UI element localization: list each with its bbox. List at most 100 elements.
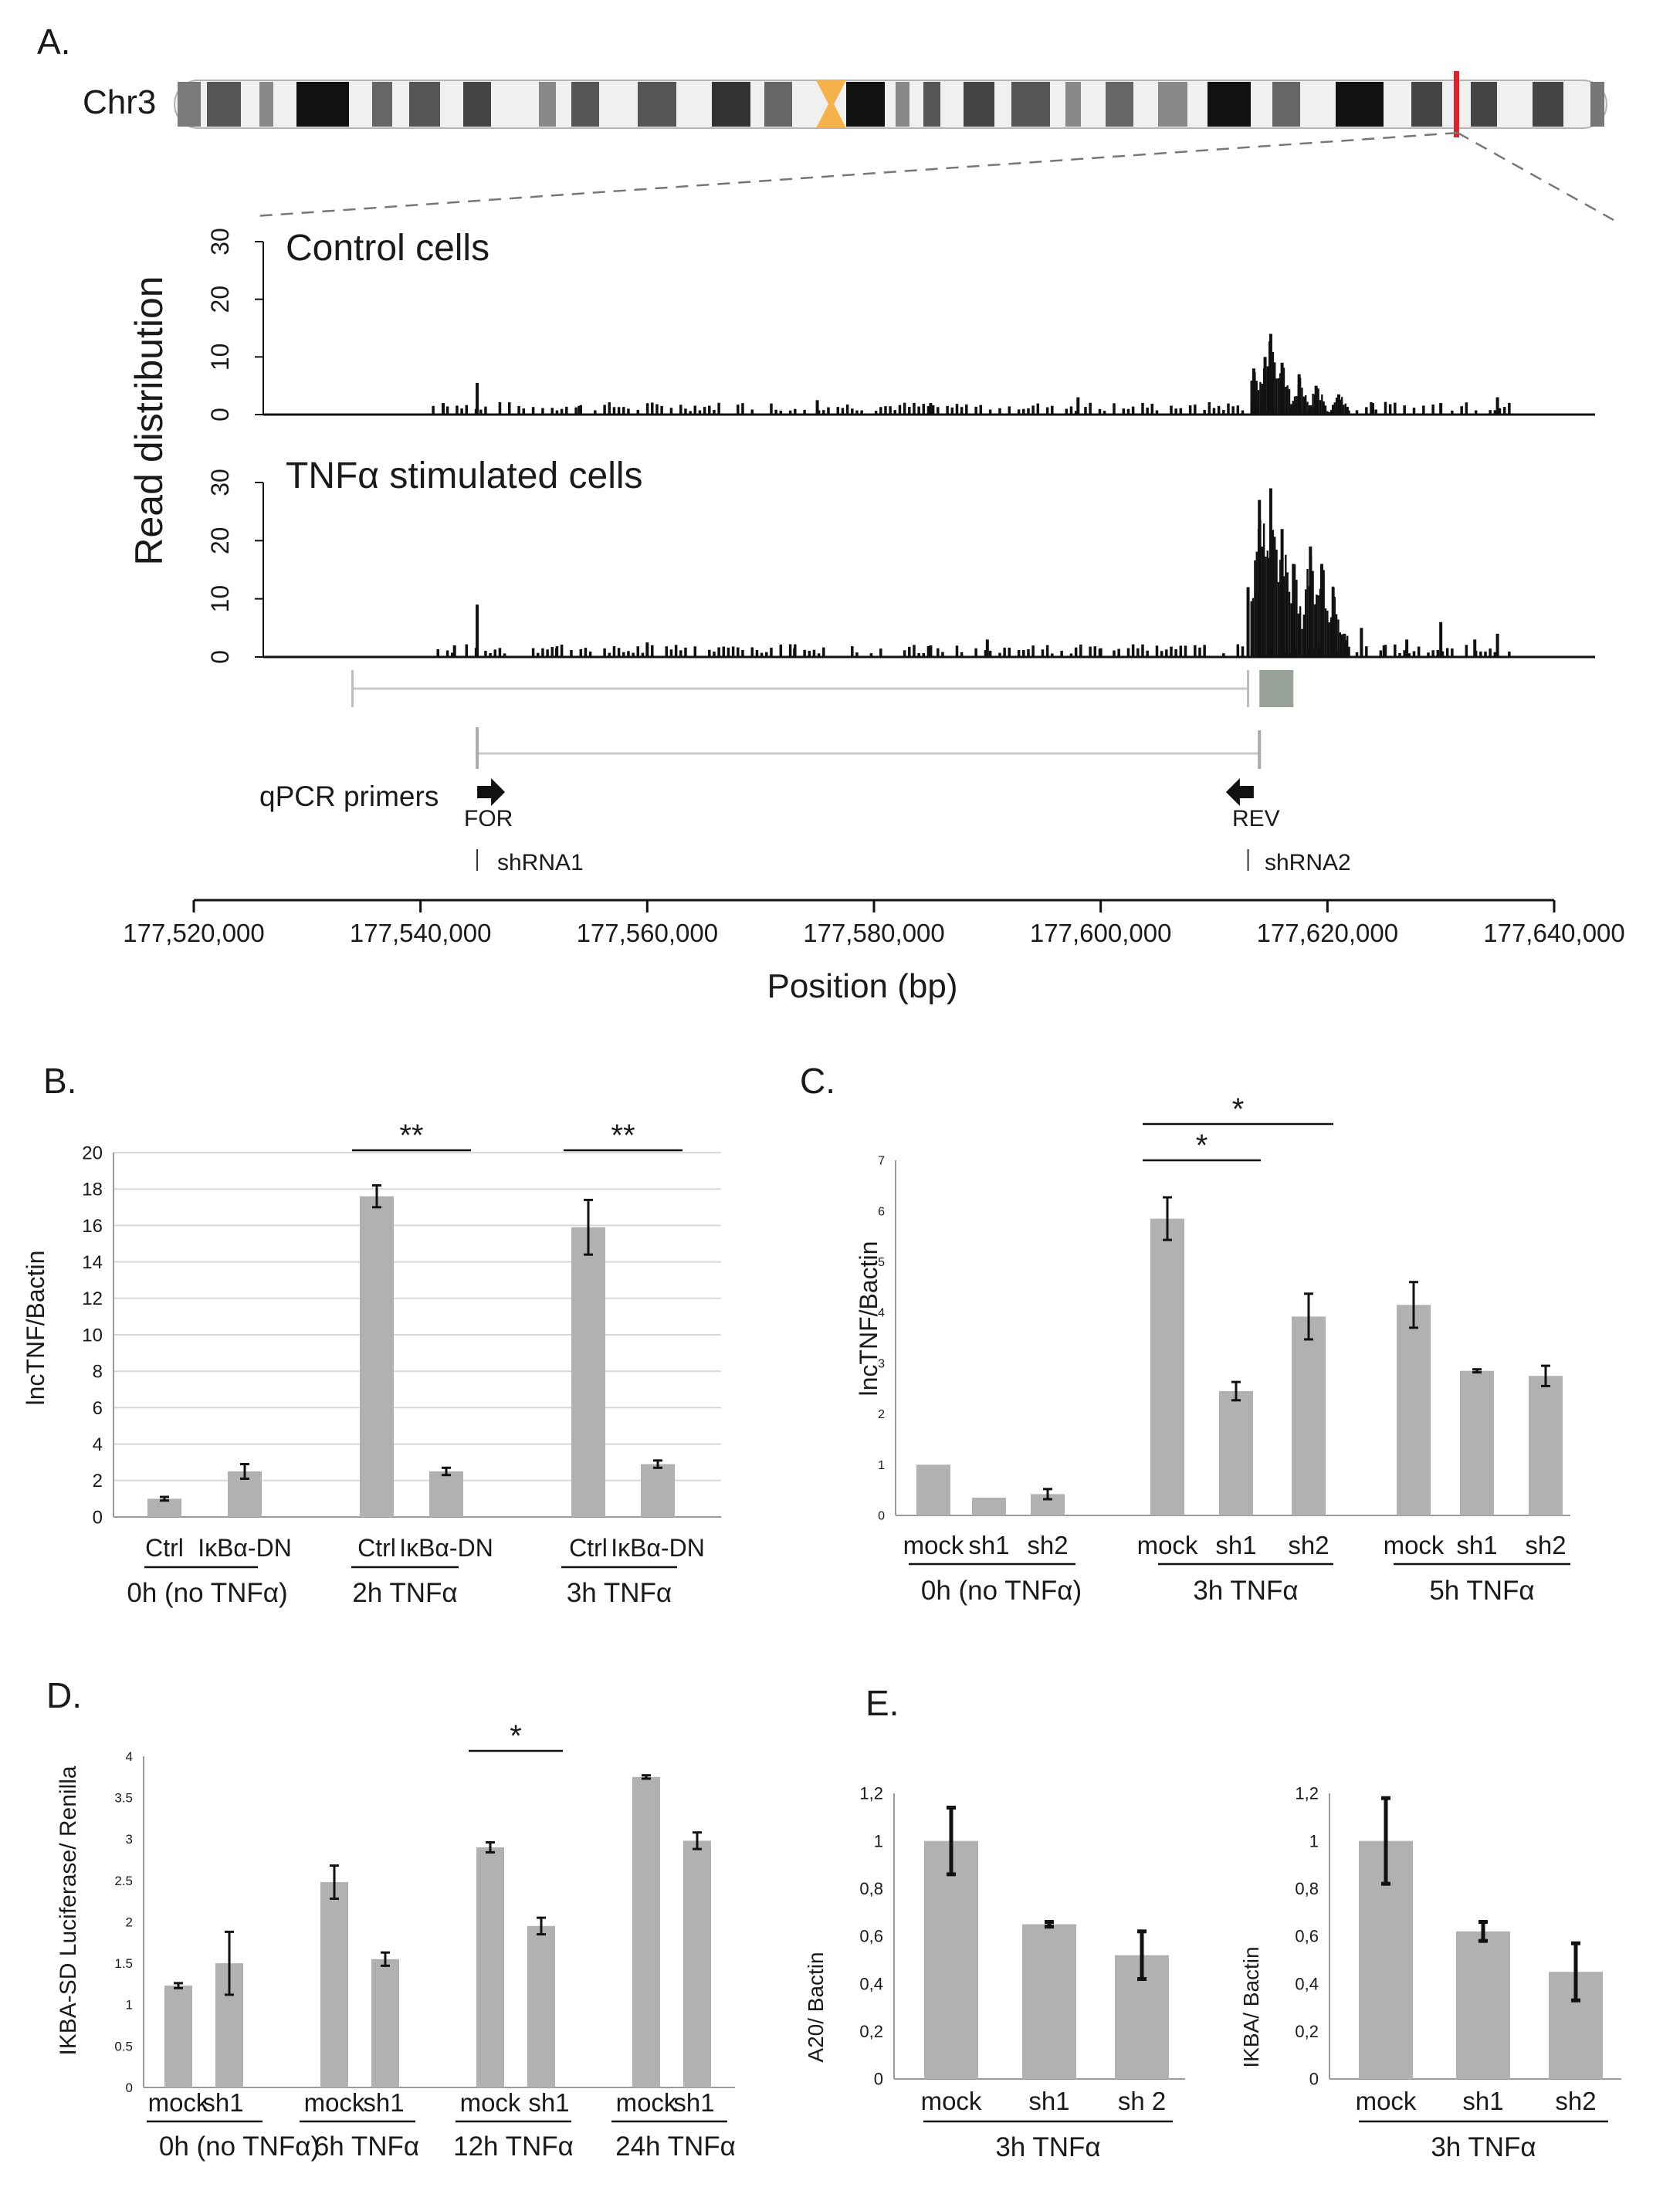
chromosome-band bbox=[463, 82, 491, 127]
read-bar bbox=[750, 409, 754, 415]
read-bar bbox=[1286, 572, 1289, 657]
read-bar bbox=[1293, 396, 1296, 415]
panel-c-y-axis-title: lncTNF/Bactin bbox=[855, 1241, 882, 1397]
read-bar bbox=[489, 652, 492, 657]
read-bar bbox=[484, 650, 487, 657]
read-bar bbox=[1285, 387, 1287, 415]
read-bar bbox=[689, 411, 692, 415]
read-bar bbox=[1250, 601, 1252, 657]
qpcr-primers-label: qPCR primers bbox=[259, 780, 439, 812]
significance-marker: ** bbox=[399, 1119, 423, 1153]
read-bar bbox=[737, 405, 740, 415]
read-bar bbox=[1252, 598, 1255, 657]
read-bar bbox=[1323, 570, 1325, 657]
bar-label: sh1 bbox=[1456, 1531, 1497, 1559]
y-tick-label: 4 bbox=[878, 1307, 885, 1320]
for-primer-label: FOR bbox=[464, 806, 513, 831]
shrna2-label: shRNA2 bbox=[1265, 850, 1351, 875]
read-bar bbox=[827, 407, 830, 415]
read-bar bbox=[669, 649, 673, 657]
read-bar bbox=[1479, 651, 1482, 657]
read-bar bbox=[1493, 652, 1497, 657]
position-tick-label: 177,640,000 bbox=[1483, 919, 1625, 947]
read-bar bbox=[1041, 649, 1045, 657]
rev-primer-label: REV bbox=[1232, 806, 1280, 831]
read-bar bbox=[1319, 588, 1322, 657]
bar bbox=[1456, 1931, 1510, 2079]
read-bar bbox=[1261, 546, 1263, 657]
exon-box bbox=[1259, 670, 1294, 707]
read-bar bbox=[1188, 405, 1192, 415]
track-y-tick-label: 20 bbox=[206, 286, 234, 313]
peak-bar bbox=[1268, 488, 1272, 657]
read-bar bbox=[960, 652, 964, 657]
read-bar bbox=[1170, 646, 1173, 657]
read-bar bbox=[584, 648, 588, 657]
read-bar bbox=[1427, 652, 1430, 657]
chromosome-band bbox=[896, 82, 909, 127]
read-bar bbox=[1445, 648, 1449, 657]
read-bar bbox=[822, 647, 825, 657]
read-bar bbox=[1365, 407, 1368, 415]
read-bar bbox=[1117, 648, 1120, 657]
read-distribution-axis-title: Read distribution bbox=[127, 276, 171, 565]
read-bar bbox=[1194, 405, 1197, 415]
rev-primer-arrow bbox=[1225, 778, 1254, 806]
y-tick-label: 6 bbox=[878, 1205, 885, 1218]
chromosome-band bbox=[846, 82, 885, 127]
read-bar bbox=[713, 652, 716, 657]
read-bar bbox=[1008, 406, 1011, 415]
read-bar bbox=[1160, 651, 1163, 657]
group-label: 3h TNFα bbox=[995, 2132, 1100, 2162]
read-bar bbox=[965, 404, 968, 415]
y-tick-label: 6 bbox=[93, 1398, 103, 1419]
read-bar bbox=[660, 405, 663, 415]
read-bar bbox=[803, 649, 806, 657]
peak-bar bbox=[1495, 397, 1499, 415]
peak-bar bbox=[1360, 628, 1363, 657]
read-bar bbox=[1484, 651, 1487, 657]
read-bar bbox=[1279, 373, 1282, 415]
read-bar bbox=[1227, 403, 1230, 415]
read-bar bbox=[1288, 591, 1291, 657]
chromosome-ideogram bbox=[174, 71, 1607, 137]
read-bar bbox=[1474, 410, 1478, 415]
chromosome-band bbox=[1590, 82, 1604, 127]
read-bar bbox=[541, 648, 544, 657]
read-bar bbox=[1332, 405, 1334, 415]
read-bar bbox=[632, 652, 635, 657]
bar-label: mock bbox=[1137, 1531, 1198, 1559]
y-tick-label: 2 bbox=[93, 1471, 103, 1491]
read-bar bbox=[679, 405, 682, 415]
read-bar bbox=[1074, 411, 1078, 415]
read-bar bbox=[984, 650, 987, 657]
read-bar bbox=[1502, 407, 1506, 415]
read-bar bbox=[898, 405, 902, 415]
bar-label: sh2 bbox=[1027, 1531, 1068, 1559]
peak-bar bbox=[1382, 645, 1386, 657]
read-bar bbox=[1079, 644, 1082, 657]
y-tick-label: 0 bbox=[126, 2081, 133, 2095]
read-bar bbox=[1165, 649, 1168, 657]
read-bar bbox=[570, 649, 573, 657]
gene-model bbox=[351, 670, 1294, 871]
read-bar bbox=[1310, 405, 1312, 415]
read-bar bbox=[874, 411, 878, 415]
read-bar bbox=[851, 646, 854, 657]
read-bar bbox=[955, 404, 959, 415]
read-bar bbox=[1316, 594, 1318, 657]
read-bar bbox=[737, 647, 740, 657]
read-bar bbox=[1379, 650, 1383, 657]
chart-e-right: 0 0,2 0,4 0,6 0,8 1 1,2 mock sh1 sh2 3h TNFα bbox=[1295, 1784, 1621, 2162]
position-tick-label: 177,520,000 bbox=[123, 919, 265, 947]
read-bar bbox=[1493, 410, 1497, 415]
y-tick-label: 0,8 bbox=[859, 1879, 883, 1898]
read-bar bbox=[1003, 647, 1006, 657]
read-bar bbox=[1329, 410, 1333, 415]
read-bar bbox=[1407, 653, 1411, 657]
panel-b-y-axis-title: lncTNF/Bactin bbox=[22, 1251, 49, 1406]
read-bar bbox=[1031, 645, 1035, 657]
bar-label: mock bbox=[921, 2087, 982, 2115]
